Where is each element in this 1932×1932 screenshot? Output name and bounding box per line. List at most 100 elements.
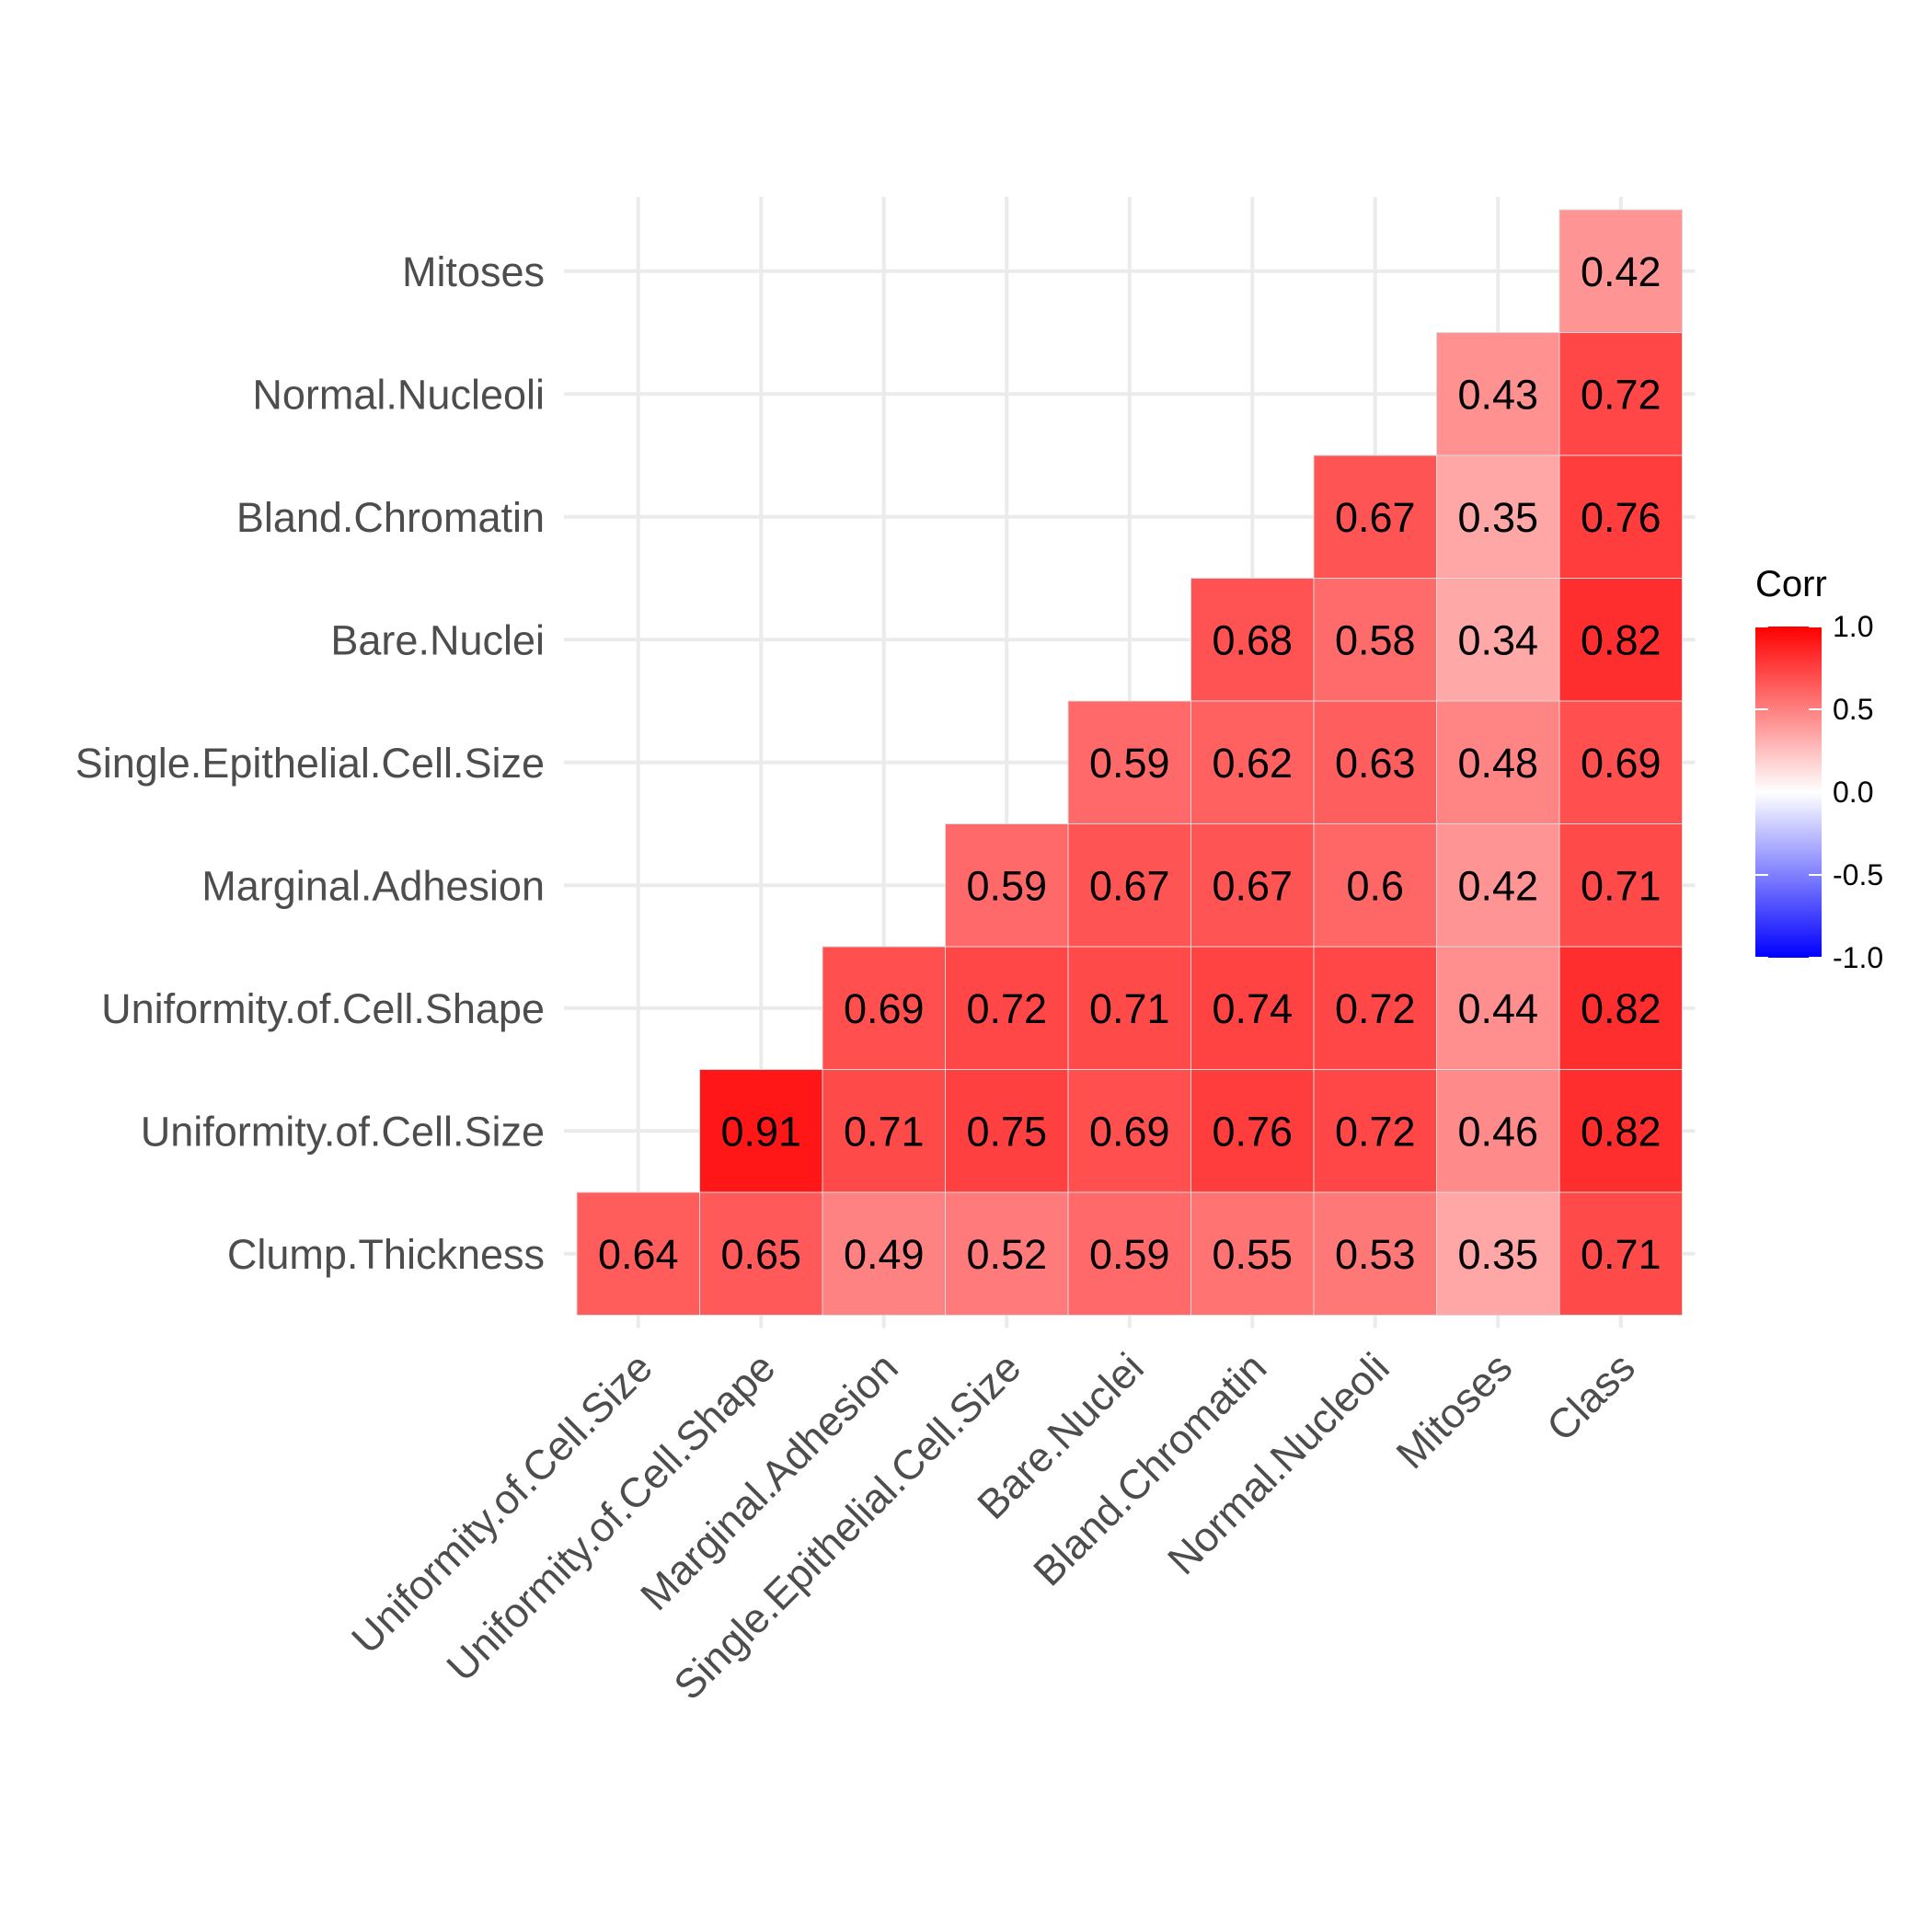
- heatmap-cell: [1313, 700, 1437, 824]
- cell-value-label: 0.59: [966, 862, 1047, 909]
- cell-value-label: 0.46: [1457, 1108, 1538, 1155]
- heatmap-cell: [1558, 946, 1683, 1070]
- cell-value-label: 0.67: [1212, 862, 1293, 909]
- heatmap-cell: [1558, 823, 1683, 948]
- legend-tick-label: 0.5: [1833, 693, 1873, 726]
- heatmap-cell: [1190, 1191, 1315, 1316]
- heatmap-cell: [822, 1069, 946, 1193]
- heatmap-cell: [1436, 332, 1560, 456]
- y-tick-label: Normal.Nucleoli: [252, 371, 545, 418]
- cell-value-label: 0.67: [1335, 494, 1416, 541]
- cell-value-label: 0.65: [720, 1231, 801, 1278]
- heatmap-cell: [1436, 578, 1560, 702]
- cell-value-label: 0.69: [1581, 740, 1662, 787]
- cell-value-label: 0.48: [1457, 740, 1538, 787]
- cell-value-label: 0.58: [1335, 616, 1416, 663]
- cell-value-label: 0.71: [1089, 985, 1170, 1032]
- cell-value-label: 0.6: [1346, 862, 1404, 909]
- y-tick-label: Marginal.Adhesion: [201, 862, 545, 909]
- cell-value-label: 0.68: [1212, 616, 1293, 663]
- cell-value-label: 0.82: [1581, 1108, 1662, 1155]
- legend-ticks: 1.0 0.5 0.0 -0.5 -1.0: [1755, 610, 1883, 974]
- heatmap-cell: [1558, 332, 1683, 456]
- heatmap-cell: [1558, 1191, 1683, 1316]
- heatmap-cell: [1067, 946, 1191, 1070]
- heatmap-cells: [576, 209, 1683, 1316]
- cell-value-label: 0.76: [1581, 494, 1662, 541]
- cell-value-label: 0.69: [844, 985, 925, 1032]
- legend: Corr 1.0 0.5 0.0 -0.5 -1.0: [1755, 564, 1883, 974]
- legend-tick-label: -1.0: [1833, 941, 1883, 974]
- y-tick-label: Uniformity.of.Cell.Size: [141, 1108, 545, 1155]
- cell-value-label: 0.75: [966, 1108, 1047, 1155]
- y-tick-label: Bare.Nuclei: [330, 616, 545, 663]
- legend-title: Corr: [1755, 564, 1827, 604]
- cell-value-label: 0.34: [1457, 616, 1538, 663]
- y-axis: Clump.Thickness Uniformity.of.Cell.Size Un…: [75, 248, 545, 1278]
- cell-value-label: 0.63: [1335, 740, 1416, 787]
- heatmap-cell: [1436, 700, 1560, 824]
- heatmap-cell: [1313, 823, 1437, 948]
- heatmap-cell: [822, 1191, 946, 1316]
- heatmap-cell: [945, 823, 1069, 948]
- cell-value-label: 0.42: [1457, 862, 1538, 909]
- cell-value-label: 0.42: [1581, 248, 1662, 295]
- legend-tick-label: 1.0: [1833, 610, 1873, 643]
- y-tick-label: Bland.Chromatin: [236, 494, 545, 541]
- cell-value-label: 0.35: [1457, 1231, 1538, 1278]
- heatmap-cell: [699, 1069, 823, 1193]
- legend-tick-label: 0.0: [1833, 776, 1873, 809]
- heatmap-cell: [1190, 578, 1315, 702]
- heatmap-cell: [1558, 454, 1683, 579]
- heatmap-cell: [1190, 823, 1315, 948]
- cell-value-label: 0.72: [1581, 371, 1662, 418]
- heatmap-cell: [1436, 946, 1560, 1070]
- cell-value-label: 0.67: [1089, 862, 1170, 909]
- cell-value-label: 0.43: [1457, 371, 1538, 418]
- cell-value-label: 0.35: [1457, 494, 1538, 541]
- cell-value-label: 0.82: [1581, 985, 1662, 1032]
- cell-value-label: 0.72: [966, 985, 1047, 1032]
- cell-value-label: 0.82: [1581, 616, 1662, 663]
- heatmap-cell: [1067, 1191, 1191, 1316]
- cell-value-label: 0.49: [844, 1231, 925, 1278]
- cell-value-label: 0.44: [1457, 985, 1538, 1032]
- legend-tick-label: -0.5: [1833, 858, 1883, 891]
- heatmap-cell: [1558, 700, 1683, 824]
- heatmap-cell: [1313, 1069, 1437, 1193]
- heatmap-cell: [822, 946, 946, 1070]
- heatmap-cell: [1558, 209, 1683, 333]
- cell-value-label: 0.91: [720, 1108, 801, 1155]
- heatmap-cell: [1190, 1069, 1315, 1193]
- cell-value-label: 0.59: [1089, 740, 1170, 787]
- heatmap-cell: [945, 946, 1069, 1070]
- heatmap-cell: [945, 1069, 1069, 1193]
- cell-value-label: 0.52: [966, 1231, 1047, 1278]
- cell-value-labels: 0.64 0.65 0.49 0.52 0.59 0.55 0.53 0.35 0.71 0.91…: [598, 248, 1662, 1278]
- cell-value-label: 0.59: [1089, 1231, 1170, 1278]
- heatmap-cell: [1190, 700, 1315, 824]
- heatmap-cell: [1313, 578, 1437, 702]
- cell-value-label: 0.72: [1335, 1108, 1416, 1155]
- heatmap-cell: [1436, 1191, 1560, 1316]
- heatmap-cell: [1436, 823, 1560, 948]
- cell-value-label: 0.76: [1212, 1108, 1293, 1155]
- y-tick-label: Clump.Thickness: [227, 1231, 545, 1278]
- heatmap-cell: [1436, 1069, 1560, 1193]
- heatmap-cell: [1436, 454, 1560, 579]
- y-tick-label: Mitoses: [402, 248, 545, 295]
- cell-value-label: 0.53: [1335, 1231, 1416, 1278]
- cell-value-label: 0.74: [1212, 985, 1293, 1032]
- heatmap-cell: [1067, 823, 1191, 948]
- heatmap-cell: [1313, 946, 1437, 1070]
- cell-value-label: 0.71: [844, 1108, 925, 1155]
- heatmap-cell: [1067, 700, 1191, 824]
- y-tick-label: Uniformity.of.Cell.Shape: [101, 985, 545, 1032]
- heatmap-cell: [1313, 454, 1437, 579]
- y-tick-label: Single.Epithelial.Cell.Size: [75, 740, 545, 787]
- cell-value-label: 0.62: [1212, 740, 1293, 787]
- cell-value-label: 0.71: [1581, 1231, 1662, 1278]
- cell-value-label: 0.71: [1581, 862, 1662, 909]
- heatmap-cell: [1190, 946, 1315, 1070]
